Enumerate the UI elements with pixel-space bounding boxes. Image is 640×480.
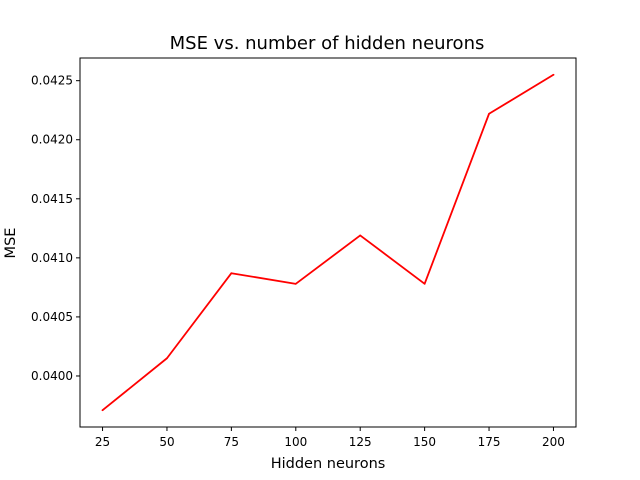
mse-point — [294, 283, 297, 285]
mse-point — [423, 283, 426, 285]
y-axis-label: MSE — [3, 228, 19, 259]
plot-frame — [79, 57, 577, 428]
mse-point — [101, 409, 104, 412]
y-tick-label: 0.0400 — [31, 369, 73, 383]
x-axis-label: Hidden neurons — [271, 456, 386, 472]
y-tick-label: 0.0410 — [31, 251, 73, 265]
series-layer — [101, 73, 555, 412]
x-tick-label: 125 — [349, 435, 372, 449]
x-tick-label: 75 — [224, 435, 239, 449]
x-tick-label: 175 — [478, 435, 501, 449]
y-tick-label: 0.0420 — [31, 133, 73, 147]
mse-point — [552, 73, 555, 76]
mse-point — [230, 272, 233, 275]
y-tick-label: 0.0405 — [31, 310, 73, 324]
mse-line — [101, 73, 555, 412]
mse-point — [359, 234, 362, 237]
mse-point — [488, 112, 490, 115]
x-axis-ticks: 25 50 75 100 125 150 175 200 — [95, 427, 565, 449]
mse-point — [166, 357, 168, 360]
x-tick-label: 200 — [542, 435, 565, 449]
x-tick-label: 100 — [284, 435, 307, 449]
y-axis-ticks: 0.0400 0.0405 0.0410 0.0415 0.0420 0.0425 — [31, 74, 80, 383]
y-tick-label: 0.0415 — [31, 192, 73, 206]
x-tick-label: 50 — [159, 435, 174, 449]
chart-title: MSE vs. number of hidden neurons — [170, 33, 485, 54]
x-tick-label: 25 — [95, 435, 110, 449]
y-tick-label: 0.0425 — [31, 74, 73, 88]
x-tick-label: 150 — [413, 435, 436, 449]
